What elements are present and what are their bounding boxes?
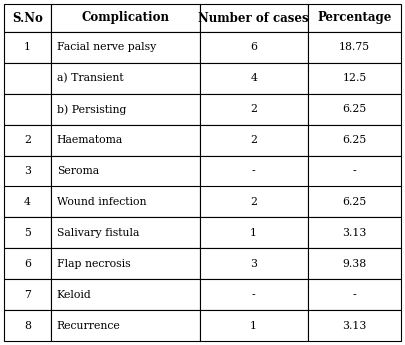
Text: -: - — [352, 290, 356, 300]
Text: -: - — [252, 290, 256, 300]
Bar — [4, 187, 51, 217]
Bar — [4, 94, 51, 125]
Text: 3.13: 3.13 — [342, 228, 367, 238]
Bar — [200, 279, 308, 310]
Bar — [200, 310, 308, 341]
Text: Salivary fistula: Salivary fistula — [57, 228, 139, 238]
Text: 3.13: 3.13 — [342, 321, 367, 331]
Text: 12.5: 12.5 — [342, 73, 367, 83]
Bar — [200, 187, 308, 217]
Text: 5: 5 — [24, 228, 31, 238]
Text: 3: 3 — [250, 259, 257, 269]
Text: 9.38: 9.38 — [342, 259, 367, 269]
Bar — [308, 32, 401, 63]
Text: a) Transient: a) Transient — [57, 73, 124, 83]
Bar — [51, 310, 200, 341]
Bar — [51, 125, 200, 156]
Text: 1: 1 — [24, 42, 31, 52]
Text: b) Persisting: b) Persisting — [57, 104, 126, 115]
Bar — [200, 63, 308, 94]
Bar — [51, 217, 200, 248]
Bar — [308, 63, 401, 94]
Text: 6.25: 6.25 — [342, 197, 367, 207]
Text: 1: 1 — [250, 228, 257, 238]
Text: Percentage: Percentage — [317, 11, 392, 24]
Bar — [200, 4, 308, 32]
Bar — [4, 63, 51, 94]
Text: 6.25: 6.25 — [342, 104, 367, 114]
Bar — [51, 187, 200, 217]
Text: 4: 4 — [24, 197, 31, 207]
Bar — [308, 94, 401, 125]
Text: Wound infection: Wound infection — [57, 197, 146, 207]
Bar — [308, 4, 401, 32]
Text: 2: 2 — [250, 135, 257, 145]
Bar — [51, 156, 200, 187]
Text: 6: 6 — [24, 259, 31, 269]
Text: Recurrence: Recurrence — [57, 321, 121, 331]
Bar — [4, 32, 51, 63]
Bar — [308, 310, 401, 341]
Text: -: - — [252, 166, 256, 176]
Bar — [308, 125, 401, 156]
Bar — [200, 156, 308, 187]
Bar — [308, 156, 401, 187]
Bar — [51, 4, 200, 32]
Text: Keloid: Keloid — [57, 290, 92, 300]
Text: -: - — [352, 166, 356, 176]
Bar — [308, 279, 401, 310]
Text: 8: 8 — [24, 321, 31, 331]
Text: Facial nerve palsy: Facial nerve palsy — [57, 42, 156, 52]
Bar — [4, 310, 51, 341]
Bar — [4, 217, 51, 248]
Bar — [200, 125, 308, 156]
Bar — [308, 248, 401, 279]
Text: 6.25: 6.25 — [342, 135, 367, 145]
Bar — [308, 217, 401, 248]
Bar — [51, 248, 200, 279]
Bar — [51, 94, 200, 125]
Bar — [4, 4, 51, 32]
Bar — [200, 248, 308, 279]
Bar — [4, 279, 51, 310]
Text: 1: 1 — [250, 321, 257, 331]
Bar — [200, 32, 308, 63]
Text: 2: 2 — [24, 135, 31, 145]
Text: Complication: Complication — [81, 11, 169, 24]
Text: S.No: S.No — [12, 11, 43, 24]
Bar — [200, 217, 308, 248]
Text: Haematoma: Haematoma — [57, 135, 123, 145]
Text: Seroma: Seroma — [57, 166, 99, 176]
Text: 7: 7 — [24, 290, 31, 300]
Text: Number of cases: Number of cases — [198, 11, 309, 24]
Text: Flap necrosis: Flap necrosis — [57, 259, 130, 269]
Bar — [308, 187, 401, 217]
Text: 2: 2 — [250, 104, 257, 114]
Text: 18.75: 18.75 — [339, 42, 370, 52]
Bar — [200, 94, 308, 125]
Text: 2: 2 — [250, 197, 257, 207]
Bar — [4, 156, 51, 187]
Text: 6: 6 — [250, 42, 257, 52]
Bar — [4, 125, 51, 156]
Bar — [4, 248, 51, 279]
Text: 4: 4 — [250, 73, 257, 83]
Bar — [51, 63, 200, 94]
Bar — [51, 32, 200, 63]
Text: 3: 3 — [24, 166, 31, 176]
Bar — [51, 279, 200, 310]
